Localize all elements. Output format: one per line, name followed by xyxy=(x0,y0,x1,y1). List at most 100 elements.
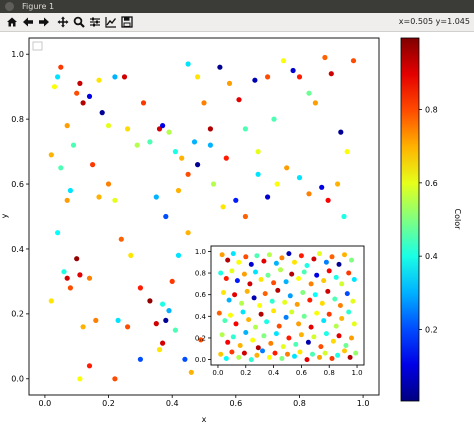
inset-scatter-point xyxy=(297,349,303,355)
inset-scatter-point xyxy=(250,337,256,343)
inset-scatter-point xyxy=(266,252,272,258)
scatter-point xyxy=(105,123,112,129)
inset-scatter-point xyxy=(289,271,295,277)
inset-scatter-point xyxy=(266,354,272,360)
inset-x-tick-label: 0.8 xyxy=(324,369,335,377)
inset-scatter-point xyxy=(314,310,320,316)
colorbar-tick-label: 0.6 xyxy=(425,179,438,188)
scatter-point xyxy=(185,61,191,67)
inset-scatter-point xyxy=(296,276,302,281)
scatter-point xyxy=(77,376,83,382)
inset-y-tick-label: 0.8 xyxy=(195,269,206,277)
forward-arrow-icon[interactable] xyxy=(36,14,52,30)
inset-scatter-point xyxy=(221,290,226,295)
scatter-point xyxy=(160,340,166,346)
scatter-point xyxy=(191,139,198,145)
main-axes[interactable]: 0.0 0.2 0.4 0.6 0.8 1.0 0.0 0.2 0.4 0.6 0.8 1.0 x y xyxy=(0,37,380,424)
scatter-point xyxy=(322,54,328,61)
save-floppy-icon[interactable] xyxy=(119,14,135,30)
scatter-point xyxy=(179,155,185,161)
inset-scatter-point xyxy=(265,272,271,278)
scatter-point xyxy=(77,272,83,278)
inset-scatter-point xyxy=(283,314,289,320)
y-tick-label: 1.0 xyxy=(11,50,24,59)
scatter-point xyxy=(226,80,233,86)
inset-scatter-point xyxy=(325,288,331,294)
back-arrow-icon[interactable] xyxy=(20,14,36,30)
scatter-point xyxy=(77,80,83,86)
home-icon[interactable] xyxy=(4,14,20,30)
inset-x-tick-label: 0.2 xyxy=(240,369,251,377)
scatter-point xyxy=(223,155,229,161)
inset-scatter-point xyxy=(312,292,318,298)
scatter-point xyxy=(284,165,290,171)
inset-scatter-point xyxy=(286,251,292,257)
colorbar-tick-label: 0.2 xyxy=(425,326,438,335)
inset-scatter-point xyxy=(273,331,279,337)
x-tick-label: 0.8 xyxy=(293,399,306,408)
scatter-point xyxy=(67,187,73,194)
scatter-point xyxy=(236,97,242,103)
inset-scatter-point xyxy=(351,321,357,327)
inset-scatter-point xyxy=(296,321,302,327)
inset-scatter-point xyxy=(278,267,283,273)
scatter-point xyxy=(48,152,54,158)
inset-scatter-point xyxy=(243,254,249,260)
scatter-point xyxy=(350,58,357,64)
inset-scatter-point xyxy=(314,272,320,278)
inset-scatter-point xyxy=(293,341,299,347)
inset-scatter-point xyxy=(346,270,352,276)
scatter-point xyxy=(172,149,178,155)
inset-y-tick-label: 0.6 xyxy=(195,291,207,299)
scatter-point xyxy=(175,187,182,194)
scatter-point xyxy=(48,298,54,304)
scatter-point xyxy=(242,126,248,132)
y-tick-label: 0.2 xyxy=(11,310,24,319)
scatter-point xyxy=(163,317,169,323)
inset-scatter-point xyxy=(346,309,352,315)
scatter-point xyxy=(96,77,102,83)
inset-scatter-point xyxy=(271,308,277,314)
inset-scatter-point xyxy=(223,356,229,361)
inset-scatter-point xyxy=(322,350,328,356)
scatter-point xyxy=(80,324,86,330)
inset-scatter-point xyxy=(241,271,247,277)
scatter-point xyxy=(280,58,287,64)
inset-scatter-point xyxy=(342,252,347,258)
scatter-point xyxy=(198,337,204,343)
inset-scatter-point xyxy=(292,353,297,359)
inset-axes[interactable]: 0.0 0.2 0.4 0.6 0.8 1.0 0.0 0.2 0.4 0.6 0.8 1.0 xyxy=(195,245,365,377)
figure-canvas[interactable]: 0.0 0.2 0.4 0.6 0.8 1.0 0.0 0.2 0.4 0.6 0.8 1.0 x y 0… xyxy=(0,33,474,424)
edit-axis-curves-icon[interactable] xyxy=(103,14,119,30)
scatter-point xyxy=(112,376,118,382)
figure-svg: 0.0 0.2 0.4 0.6 0.8 1.0 0.0 0.2 0.4 0.6 0.8 1.0 x y 0… xyxy=(0,37,462,424)
inset-scatter-point xyxy=(269,298,275,304)
scatter-point xyxy=(242,213,248,220)
zoom-magnifier-icon[interactable] xyxy=(71,14,87,30)
inset-scatter-point xyxy=(219,252,225,258)
scatter-point xyxy=(153,321,159,327)
x-axis-label: x xyxy=(202,415,207,424)
scatter-point xyxy=(70,142,77,148)
window-close-icon[interactable] xyxy=(5,2,14,11)
inset-scatter-point xyxy=(326,268,332,274)
inset-scatter-point xyxy=(329,356,335,361)
scatter-point xyxy=(137,285,143,291)
subplots-configure-icon[interactable] xyxy=(87,14,103,30)
scatter-point xyxy=(125,324,131,330)
inset-scatter-point xyxy=(223,276,229,281)
inset-scatter-point xyxy=(236,259,242,265)
inset-scatter-point xyxy=(255,345,261,351)
inset-scatter-point xyxy=(230,334,236,340)
inset-scatter-point xyxy=(286,335,292,341)
inset-scatter-point xyxy=(258,277,264,282)
inset-scatter-point xyxy=(349,257,354,263)
inset-scatter-point xyxy=(216,310,222,316)
scatter-point xyxy=(296,74,303,80)
x-tick-label: 0.4 xyxy=(166,399,179,408)
inset-scatter-point xyxy=(304,357,310,363)
scatter-point xyxy=(169,278,175,284)
inset-scatter-point xyxy=(332,296,338,302)
colorbar-strip xyxy=(400,37,420,402)
pan-move-icon[interactable] xyxy=(55,14,71,30)
